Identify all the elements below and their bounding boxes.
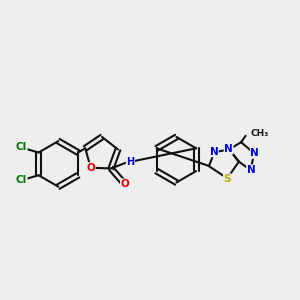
Text: N: N [250,148,259,158]
Text: N: N [247,165,256,175]
Text: CH₃: CH₃ [250,129,268,138]
Text: N: N [209,147,218,157]
Text: O: O [121,179,129,189]
Text: Cl: Cl [16,142,27,152]
Text: N: N [224,144,233,154]
Text: Cl: Cl [16,175,27,185]
Text: S: S [224,174,231,184]
Text: H: H [126,157,134,166]
Text: O: O [86,163,95,173]
